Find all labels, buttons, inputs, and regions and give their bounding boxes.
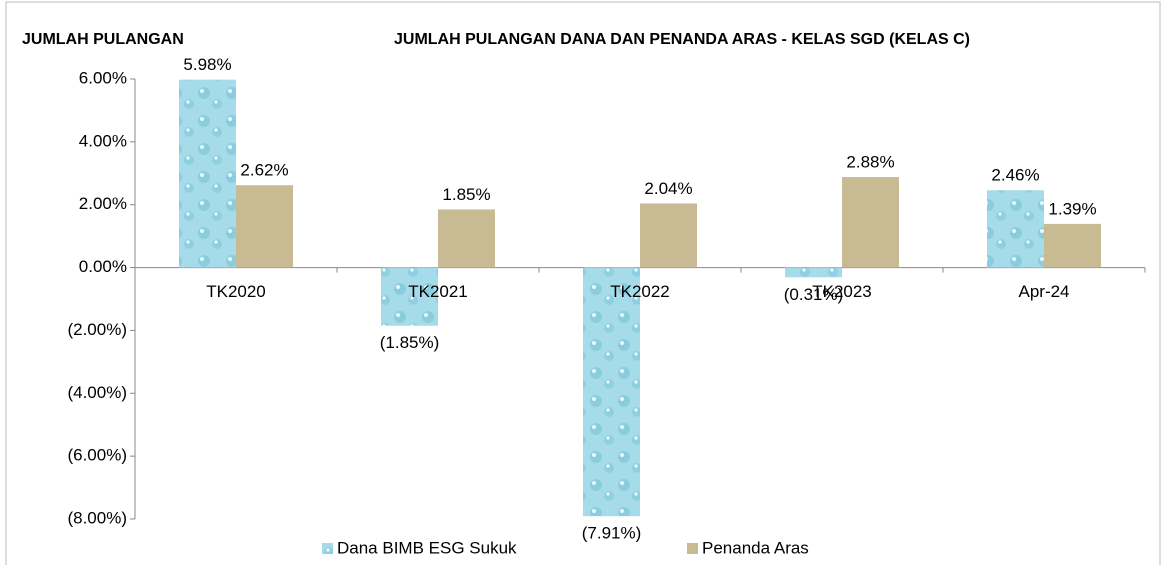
value-label: (1.85%) bbox=[380, 333, 440, 352]
bar bbox=[1044, 223, 1101, 268]
x-tick-label: TK2020 bbox=[206, 282, 266, 301]
x-tick-label: Apr-24 bbox=[1018, 282, 1069, 301]
chart-frame bbox=[5, 1, 1161, 565]
value-label: 1.85% bbox=[442, 185, 490, 204]
y-tick-label: 6.00% bbox=[79, 68, 127, 87]
y-tick-label: 2.00% bbox=[79, 194, 127, 213]
value-label: 5.98% bbox=[183, 55, 231, 74]
legend-label: Dana BIMB ESG Sukuk bbox=[337, 538, 517, 557]
legend-label: Penanda Aras bbox=[702, 538, 809, 557]
x-tick-label: TK2023 bbox=[812, 282, 872, 301]
bar bbox=[236, 185, 293, 268]
x-tick-label: TK2022 bbox=[610, 282, 670, 301]
bar bbox=[987, 190, 1044, 268]
legend-swatch bbox=[687, 543, 698, 554]
chart-title: JUMLAH PULANGAN DANA DAN PENANDA ARAS - … bbox=[394, 31, 970, 48]
bar bbox=[640, 203, 697, 268]
value-label: 2.62% bbox=[240, 161, 288, 180]
x-tick-label: TK2021 bbox=[408, 282, 468, 301]
value-label: (0.31%) bbox=[784, 285, 844, 304]
bar bbox=[842, 177, 899, 268]
y-tick-label: 4.00% bbox=[79, 131, 127, 150]
y-tick-label: (8.00%) bbox=[67, 508, 127, 527]
value-label: 2.46% bbox=[991, 166, 1039, 185]
bar bbox=[438, 209, 495, 268]
value-label: 2.04% bbox=[644, 179, 692, 198]
y-tick-label: 0.00% bbox=[79, 257, 127, 276]
value-label: (7.91%) bbox=[582, 524, 642, 543]
y-tick-label: (4.00%) bbox=[67, 383, 127, 402]
legend-swatch bbox=[322, 543, 333, 554]
bar bbox=[381, 267, 438, 326]
bar bbox=[785, 267, 842, 278]
y-tick-label: (6.00%) bbox=[67, 446, 127, 465]
bar bbox=[583, 267, 640, 517]
value-label: 2.88% bbox=[846, 153, 894, 172]
value-label: 1.39% bbox=[1048, 199, 1096, 218]
bar bbox=[179, 79, 236, 268]
y-axis-label: JUMLAH PULANGAN bbox=[22, 31, 184, 48]
y-tick-label: (2.00%) bbox=[67, 320, 127, 339]
